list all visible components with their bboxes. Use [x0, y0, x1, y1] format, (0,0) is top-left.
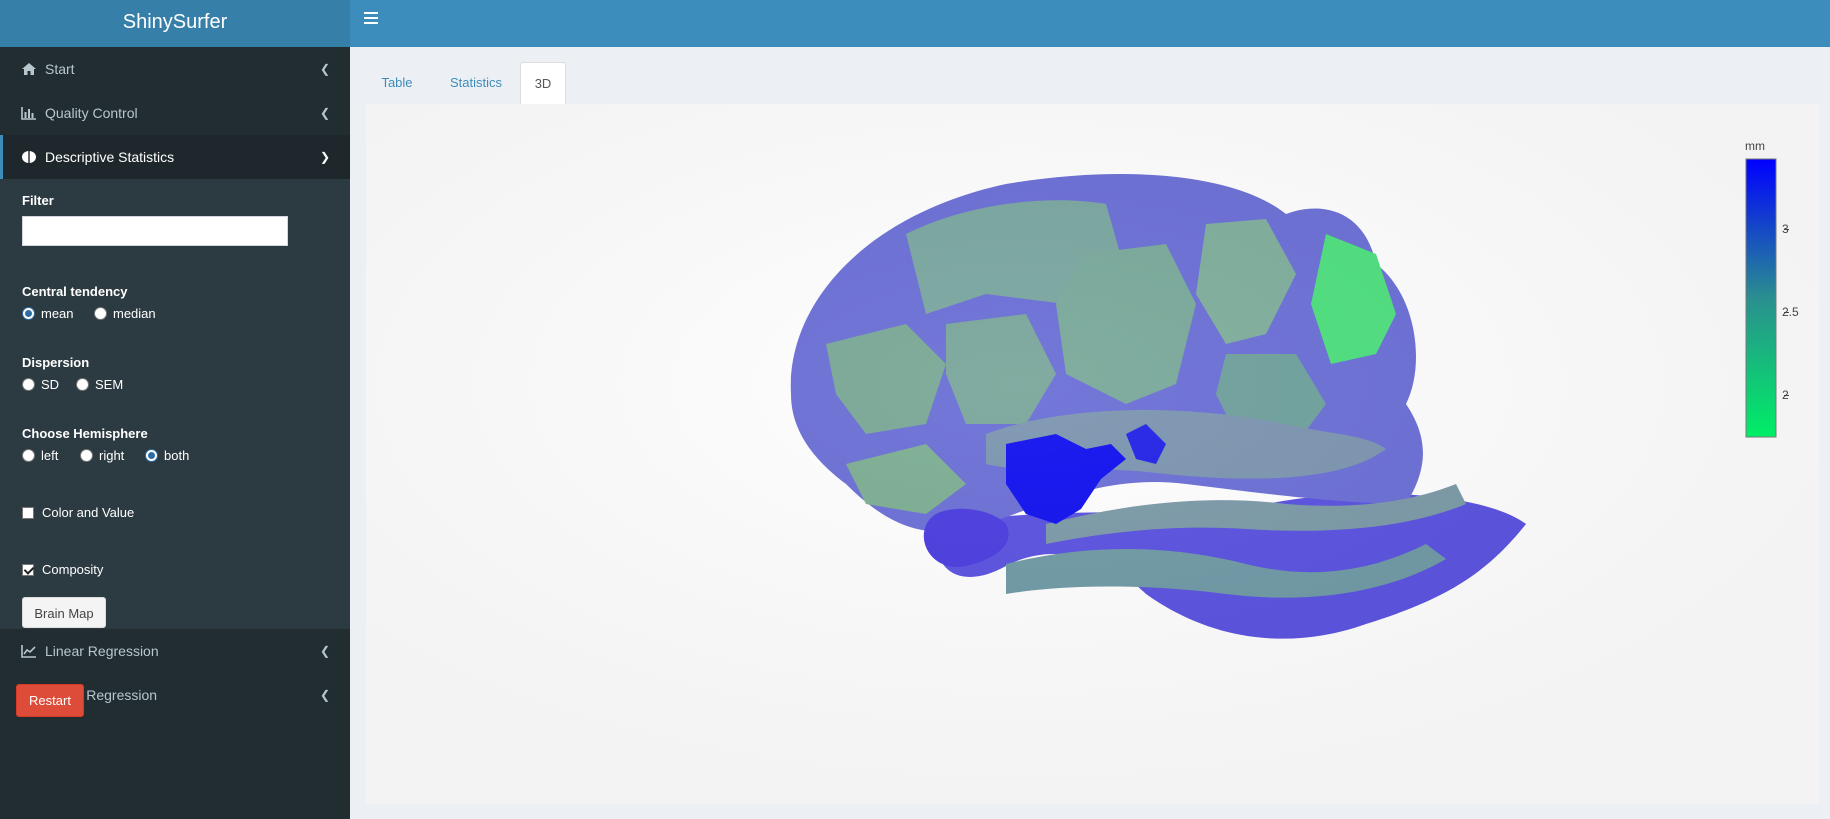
- tab-table[interactable]: Table: [381, 75, 413, 90]
- color-and-value-label: Color and Value: [42, 505, 135, 520]
- descriptive-statistics-panel: Filter Central tendency mean median Disp…: [0, 179, 350, 629]
- radio-sd[interactable]: SD: [22, 377, 59, 392]
- filter-label: Filter: [22, 193, 54, 208]
- radio-sem-circle[interactable]: [76, 378, 89, 391]
- hemisphere-label: Choose Hemisphere: [22, 426, 148, 441]
- composity-label: Composity: [42, 562, 104, 577]
- radio-sem[interactable]: SEM: [76, 377, 123, 392]
- chevron-left-icon: ❮: [319, 644, 330, 658]
- radio-left-circle[interactable]: [22, 449, 35, 462]
- radio-median-label: median: [113, 306, 156, 321]
- bar-chart-icon: [21, 107, 36, 120]
- brain-3d-plot[interactable]: [366, 104, 1819, 804]
- sidebar-item-label: Descriptive Statistics: [45, 149, 175, 165]
- composity-box[interactable]: [22, 563, 34, 576]
- sidebar-item-label: Start: [45, 61, 75, 77]
- chevron-down-icon: ❯: [319, 150, 330, 164]
- radio-mean-label: mean: [41, 306, 74, 321]
- chevron-left-icon: ❮: [319, 688, 330, 702]
- dispersion-label: Dispersion: [22, 355, 90, 370]
- colorbar-tick-label: 2.5: [1782, 305, 1799, 319]
- radio-left-label: left: [41, 448, 59, 463]
- composity-checkbox[interactable]: Composity: [22, 562, 103, 577]
- radio-right[interactable]: right: [80, 448, 124, 463]
- radio-left[interactable]: left: [22, 448, 58, 463]
- filter-input[interactable]: [22, 216, 288, 246]
- chevron-left-icon: ❮: [319, 62, 330, 76]
- brain-icon: [22, 151, 36, 163]
- radio-both-circle[interactable]: [145, 449, 158, 462]
- radio-sem-label: SEM: [95, 377, 124, 392]
- sidebar-item-linear-regression[interactable]: Linear Regression ❮: [0, 629, 350, 673]
- colorbar-tick-label: 3: [1782, 222, 1789, 236]
- colorbar: [1745, 158, 1777, 438]
- sidebar-item-descriptive-statistics[interactable]: Descriptive Statistics ❯: [0, 135, 350, 179]
- chevron-left-icon: ❮: [319, 106, 330, 120]
- app-logo[interactable]: ShinySurfer: [0, 0, 350, 47]
- plot-panel: [366, 104, 1819, 804]
- tab-3d[interactable]: 3D: [520, 62, 566, 104]
- colorbar-tick: [1784, 229, 1789, 230]
- radio-mean-circle[interactable]: [22, 307, 35, 320]
- central-tendency-label: Central tendency: [22, 284, 128, 299]
- tab-statistics[interactable]: Statistics: [449, 75, 502, 90]
- radio-sd-circle[interactable]: [22, 378, 35, 391]
- radio-both[interactable]: both: [145, 448, 189, 463]
- sidebar-toggle-icon[interactable]: [364, 12, 378, 24]
- colorbar-tick: [1784, 395, 1789, 396]
- sidebar-item-label: Quality Control: [45, 105, 138, 121]
- home-icon: [22, 63, 36, 75]
- colorbar-tick-label: 2: [1782, 388, 1789, 402]
- top-navbar: [350, 0, 1830, 47]
- sidebar-item-label: Linear Regression: [45, 643, 159, 659]
- color-and-value-box[interactable]: [22, 506, 34, 519]
- radio-both-label: both: [164, 448, 190, 463]
- radio-right-circle[interactable]: [80, 449, 93, 462]
- line-chart-icon: [21, 645, 36, 658]
- colorbar-unit-label: mm: [1745, 139, 1765, 153]
- sidebar-item-quality-control[interactable]: Quality Control ❮: [0, 91, 350, 135]
- brain-map-button[interactable]: Brain Map: [22, 597, 106, 628]
- color-and-value-checkbox[interactable]: Color and Value: [22, 505, 134, 520]
- restart-button[interactable]: Restart: [16, 684, 84, 717]
- radio-median-circle[interactable]: [94, 307, 107, 320]
- radio-median[interactable]: median: [94, 306, 156, 321]
- colorbar-tick: [1784, 312, 1789, 313]
- brain-surface: [366, 104, 1819, 804]
- radio-right-label: right: [99, 448, 125, 463]
- radio-mean[interactable]: mean: [22, 306, 74, 321]
- sidebar-item-start[interactable]: Start ❮: [0, 47, 350, 91]
- radio-sd-label: SD: [41, 377, 60, 392]
